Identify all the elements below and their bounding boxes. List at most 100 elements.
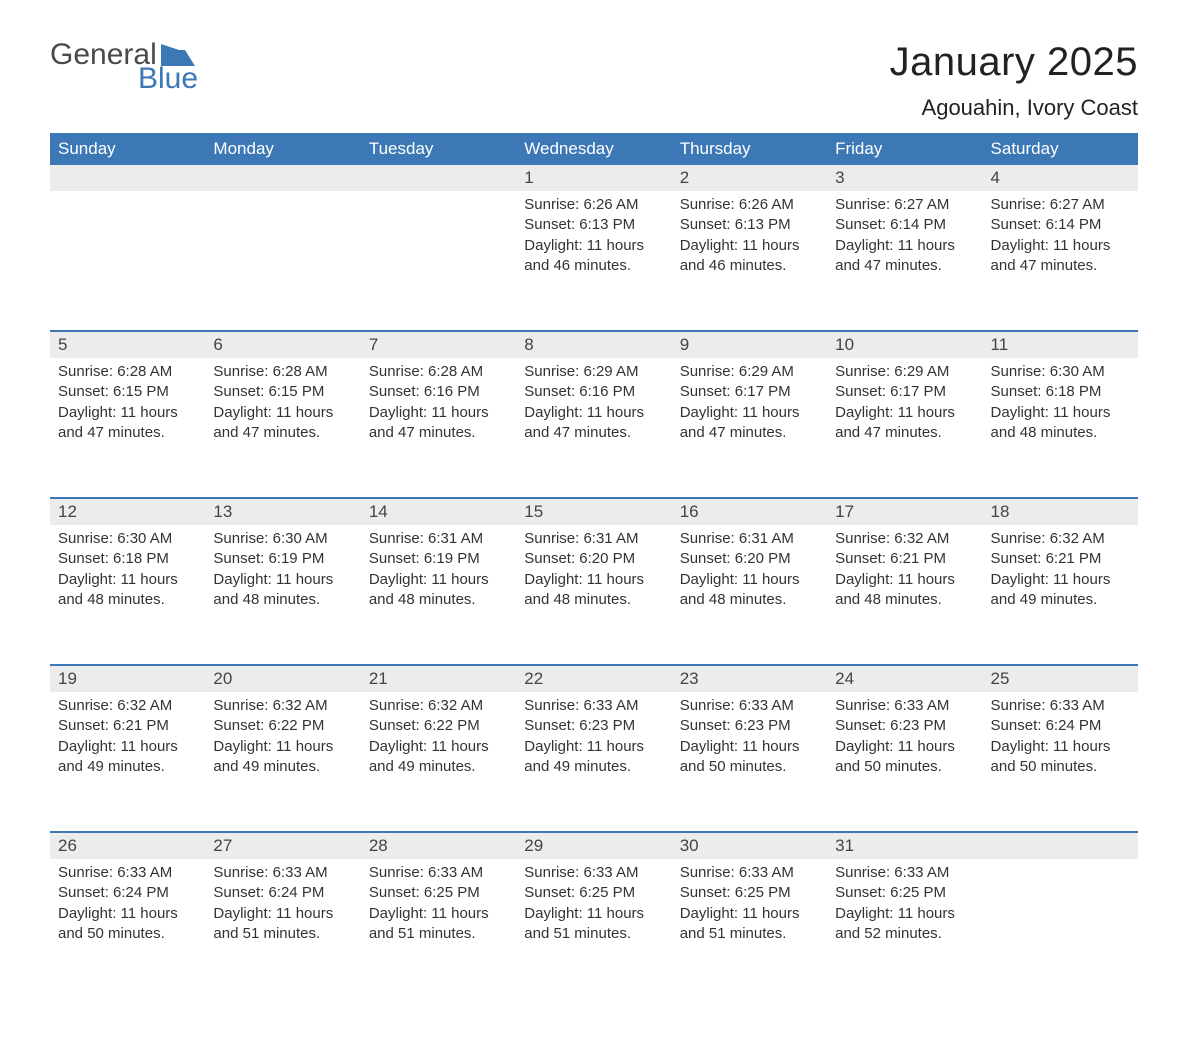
- day-number-cell: 5: [50, 331, 205, 358]
- day-number-cell: 28: [361, 832, 516, 859]
- day-detail-cell: Sunrise: 6:33 AMSunset: 6:23 PMDaylight:…: [827, 692, 982, 832]
- day-detail-cell: Sunrise: 6:28 AMSunset: 6:15 PMDaylight:…: [50, 358, 205, 498]
- logo: General Blue: [50, 40, 198, 94]
- sunrise-text: Sunrise: 6:31 AM: [680, 529, 819, 549]
- sunrise-text: Sunrise: 6:31 AM: [524, 529, 663, 549]
- calendar-header: SundayMondayTuesdayWednesdayThursdayFrid…: [50, 133, 1138, 165]
- day-number-cell: 17: [827, 498, 982, 525]
- daylight-text: Daylight: 11 hours and 51 minutes.: [213, 904, 352, 945]
- day-detail-cell: [361, 191, 516, 331]
- weekday-header: Friday: [827, 133, 982, 165]
- day-number-cell: 10: [827, 331, 982, 358]
- sunrise-text: Sunrise: 6:32 AM: [991, 529, 1130, 549]
- day-number-cell: 26: [50, 832, 205, 859]
- day-number-cell: 9: [672, 331, 827, 358]
- sunrise-text: Sunrise: 6:33 AM: [213, 863, 352, 883]
- day-number-cell: 25: [983, 665, 1138, 692]
- weekday-header: Saturday: [983, 133, 1138, 165]
- day-number-cell: 1: [516, 165, 671, 191]
- sunrise-text: Sunrise: 6:28 AM: [58, 362, 197, 382]
- sunset-text: Sunset: 6:22 PM: [213, 716, 352, 736]
- day-detail-cell: Sunrise: 6:33 AMSunset: 6:25 PMDaylight:…: [516, 859, 671, 999]
- daylight-text: Daylight: 11 hours and 49 minutes.: [369, 737, 508, 778]
- day-detail-cell: Sunrise: 6:33 AMSunset: 6:24 PMDaylight:…: [205, 859, 360, 999]
- sunset-text: Sunset: 6:24 PM: [991, 716, 1130, 736]
- day-detail-cell: Sunrise: 6:33 AMSunset: 6:24 PMDaylight:…: [983, 692, 1138, 832]
- daylight-text: Daylight: 11 hours and 50 minutes.: [991, 737, 1130, 778]
- sunset-text: Sunset: 6:17 PM: [835, 382, 974, 402]
- sunrise-text: Sunrise: 6:27 AM: [991, 195, 1130, 215]
- day-number-cell: 13: [205, 498, 360, 525]
- daylight-text: Daylight: 11 hours and 50 minutes.: [680, 737, 819, 778]
- day-detail-cell: Sunrise: 6:26 AMSunset: 6:13 PMDaylight:…: [516, 191, 671, 331]
- sunset-text: Sunset: 6:24 PM: [213, 883, 352, 903]
- day-detail-row: Sunrise: 6:26 AMSunset: 6:13 PMDaylight:…: [50, 191, 1138, 331]
- day-detail-cell: Sunrise: 6:29 AMSunset: 6:17 PMDaylight:…: [672, 358, 827, 498]
- sunrise-text: Sunrise: 6:30 AM: [991, 362, 1130, 382]
- title-block: January 2025 Agouahin, Ivory Coast: [890, 40, 1138, 121]
- day-number-cell: 7: [361, 331, 516, 358]
- sunset-text: Sunset: 6:14 PM: [835, 215, 974, 235]
- day-detail-cell: Sunrise: 6:29 AMSunset: 6:17 PMDaylight:…: [827, 358, 982, 498]
- calendar-table: SundayMondayTuesdayWednesdayThursdayFrid…: [50, 133, 1138, 999]
- day-number-cell: 2: [672, 165, 827, 191]
- weekday-header: Tuesday: [361, 133, 516, 165]
- sunrise-text: Sunrise: 6:33 AM: [680, 863, 819, 883]
- sunset-text: Sunset: 6:14 PM: [991, 215, 1130, 235]
- calendar-body: 1234 Sunrise: 6:26 AMSunset: 6:13 PMDayl…: [50, 165, 1138, 999]
- sunrise-text: Sunrise: 6:28 AM: [369, 362, 508, 382]
- day-number-cell: 6: [205, 331, 360, 358]
- day-detail-cell: Sunrise: 6:28 AMSunset: 6:16 PMDaylight:…: [361, 358, 516, 498]
- sunrise-text: Sunrise: 6:32 AM: [213, 696, 352, 716]
- day-detail-cell: Sunrise: 6:31 AMSunset: 6:20 PMDaylight:…: [516, 525, 671, 665]
- daylight-text: Daylight: 11 hours and 47 minutes.: [835, 236, 974, 277]
- sunset-text: Sunset: 6:24 PM: [58, 883, 197, 903]
- day-detail-cell: Sunrise: 6:33 AMSunset: 6:23 PMDaylight:…: [672, 692, 827, 832]
- sunrise-text: Sunrise: 6:29 AM: [680, 362, 819, 382]
- weekday-header: Monday: [205, 133, 360, 165]
- sunset-text: Sunset: 6:15 PM: [58, 382, 197, 402]
- day-detail-cell: [50, 191, 205, 331]
- daylight-text: Daylight: 11 hours and 47 minutes.: [991, 236, 1130, 277]
- sunset-text: Sunset: 6:13 PM: [680, 215, 819, 235]
- daylight-text: Daylight: 11 hours and 47 minutes.: [680, 403, 819, 444]
- day-detail-cell: Sunrise: 6:30 AMSunset: 6:18 PMDaylight:…: [50, 525, 205, 665]
- sunrise-text: Sunrise: 6:29 AM: [835, 362, 974, 382]
- logo-text-blue: Blue: [138, 64, 198, 94]
- daylight-text: Daylight: 11 hours and 50 minutes.: [835, 737, 974, 778]
- sunset-text: Sunset: 6:21 PM: [991, 549, 1130, 569]
- daylight-text: Daylight: 11 hours and 49 minutes.: [58, 737, 197, 778]
- sunrise-text: Sunrise: 6:33 AM: [524, 696, 663, 716]
- daylight-text: Daylight: 11 hours and 49 minutes.: [524, 737, 663, 778]
- sunrise-text: Sunrise: 6:33 AM: [58, 863, 197, 883]
- day-detail-row: Sunrise: 6:28 AMSunset: 6:15 PMDaylight:…: [50, 358, 1138, 498]
- weekday-header: Thursday: [672, 133, 827, 165]
- daylight-text: Daylight: 11 hours and 48 minutes.: [680, 570, 819, 611]
- day-number-row: 567891011: [50, 331, 1138, 358]
- sunset-text: Sunset: 6:19 PM: [213, 549, 352, 569]
- day-detail-cell: Sunrise: 6:33 AMSunset: 6:23 PMDaylight:…: [516, 692, 671, 832]
- sunrise-text: Sunrise: 6:31 AM: [369, 529, 508, 549]
- day-detail-cell: Sunrise: 6:26 AMSunset: 6:13 PMDaylight:…: [672, 191, 827, 331]
- day-number-cell: 4: [983, 165, 1138, 191]
- day-detail-cell: Sunrise: 6:27 AMSunset: 6:14 PMDaylight:…: [983, 191, 1138, 331]
- day-number-cell: 18: [983, 498, 1138, 525]
- daylight-text: Daylight: 11 hours and 47 minutes.: [369, 403, 508, 444]
- daylight-text: Daylight: 11 hours and 51 minutes.: [680, 904, 819, 945]
- day-number-cell: 30: [672, 832, 827, 859]
- day-detail-cell: Sunrise: 6:32 AMSunset: 6:22 PMDaylight:…: [361, 692, 516, 832]
- sunrise-text: Sunrise: 6:33 AM: [835, 863, 974, 883]
- day-number-row: 262728293031: [50, 832, 1138, 859]
- weekday-header: Sunday: [50, 133, 205, 165]
- location-subtitle: Agouahin, Ivory Coast: [890, 95, 1138, 121]
- day-number-cell: 14: [361, 498, 516, 525]
- sunset-text: Sunset: 6:17 PM: [680, 382, 819, 402]
- day-detail-cell: Sunrise: 6:33 AMSunset: 6:25 PMDaylight:…: [827, 859, 982, 999]
- day-detail-cell: Sunrise: 6:33 AMSunset: 6:24 PMDaylight:…: [50, 859, 205, 999]
- sunset-text: Sunset: 6:18 PM: [991, 382, 1130, 402]
- daylight-text: Daylight: 11 hours and 47 minutes.: [58, 403, 197, 444]
- sunset-text: Sunset: 6:16 PM: [369, 382, 508, 402]
- sunset-text: Sunset: 6:25 PM: [835, 883, 974, 903]
- daylight-text: Daylight: 11 hours and 51 minutes.: [524, 904, 663, 945]
- daylight-text: Daylight: 11 hours and 49 minutes.: [991, 570, 1130, 611]
